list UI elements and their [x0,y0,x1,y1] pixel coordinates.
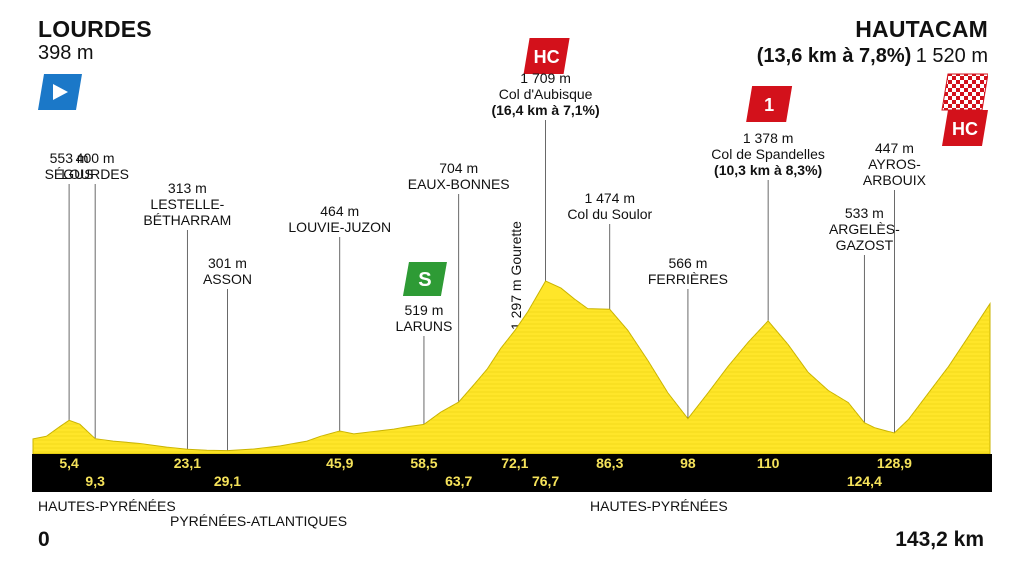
point-name: EAUX-BONNES [407,176,510,192]
km-marker-label: 5,4 [59,455,79,471]
climb-detail: (10,3 km à 8,3%) [714,162,823,178]
point-altitude: 704 m [439,160,479,176]
finish-altitude: 1 520 m [915,45,988,67]
distance-start: 0 [38,528,50,551]
department-label: HAUTES-PYRÉNÉES [38,498,176,514]
point-label: 464 m LOUVIE-JUZON [260,203,420,235]
point-altitude: 447 m [874,140,914,156]
point-name: AYROS- [868,156,921,172]
km-marker-label: 63,7 [445,473,472,489]
point-label: 519 m LARUNS [344,302,504,334]
km-marker-label: 110 [757,455,780,471]
sprint-badge: S [402,262,447,296]
climb-detail: (16,4 km à 7,1%) [491,102,600,118]
finish-town: HAUTACAM [855,16,988,42]
start-flag-icon [38,72,82,117]
point-label: 566 m FERRIÈRES [608,255,768,287]
point-name: GAZOST [835,237,894,253]
svg-text:S: S [418,269,431,291]
point-label-gourette: 1 297 m Gourette [508,221,524,330]
km-marker-label: 128,9 [877,455,912,471]
km-marker-label: 29,1 [214,473,241,489]
finish-info: (13,6 km à 7,8%) 1 520 m [757,45,988,68]
km-marker-label: 124,4 [847,473,882,489]
km-marker-label: 98 [680,455,696,471]
cat1-climb-badge: 1 [746,86,793,122]
point-name: Col d'Aubisque [498,86,593,102]
point-altitude: 301 m [208,255,247,271]
point-altitude: 566 m [668,255,708,271]
point-label: 533 m ARGELÈS- GAZOST [784,205,944,253]
point-name: LESTELLE- [150,196,225,212]
hc-climb-badge: HC [523,38,570,74]
km-marker-label: 76,7 [532,473,559,489]
point-name: BÉTHARRAM [143,212,232,228]
point-label: 1 709 m Col d'Aubisque (16,4 km à 7,1%) [466,70,626,118]
point-altitude: 1 474 m [584,190,636,206]
point-label: 1 378 m Col de Spandelles (10,3 km à 8,3%) [688,130,848,178]
point-name: Col de Spandelles [711,146,825,162]
start-altitude: 398 m [38,42,94,64]
point-altitude: 1 378 m [742,130,794,146]
point-label: 704 m EAUX-BONNES [379,160,539,192]
point-label: 400 m LOURDES [15,150,175,182]
svg-text:HC: HC [534,47,560,67]
km-marker-label: 86,3 [596,455,623,471]
km-marker-label: 23,1 [174,455,201,471]
point-name: Col du Soulor [567,206,653,222]
finish-hc-badge: HC [940,108,988,153]
department-label: PYRÉNÉES-ATLANTIQUES [170,513,348,529]
point-altitude: 533 m [844,205,884,221]
department-label: HAUTES-PYRÉNÉES [590,498,728,514]
point-altitude: 1 709 m [520,70,571,86]
distance-end: 143,2 km [895,528,984,551]
point-label: 1 474 m Col du Soulor [530,190,690,222]
km-marker-label: 58,5 [410,455,437,471]
point-name: LARUNS [395,318,453,334]
point-label: 553 m SÉGUS [0,150,149,182]
start-town: LOURDES [38,16,152,42]
point-name: SÉGUS [44,166,94,182]
svg-text:HC: HC [952,119,978,139]
point-name: LOUVIE-JUZON [288,219,392,235]
km-marker-label: 9,3 [85,473,105,489]
km-marker-label: 72,1 [501,455,528,471]
km-marker-label: 45,9 [326,455,353,471]
point-altitude: 464 m [320,203,360,219]
point-altitude: 553 m [49,150,89,166]
point-name: ARBOUIX [862,172,926,188]
point-altitude: 313 m [167,180,207,196]
finish-climb: (13,6 km à 7,8%) [756,45,912,67]
point-name: ASSON [202,271,252,287]
point-label: 447 m AYROS- ARBOUIX [814,140,974,188]
km-strip [32,454,992,492]
point-label: 301 m ASSON [147,255,307,287]
point-name: FERRIÈRES [647,271,728,287]
point-altitude: 400 m [75,150,115,166]
point-name: LOURDES [61,166,129,182]
point-label: 313 m LESTELLE- BÉTHARRAM [107,180,267,228]
point-name: ARGELÈS- [828,221,900,237]
point-altitude: 519 m [404,302,444,318]
svg-text:1: 1 [764,95,774,115]
